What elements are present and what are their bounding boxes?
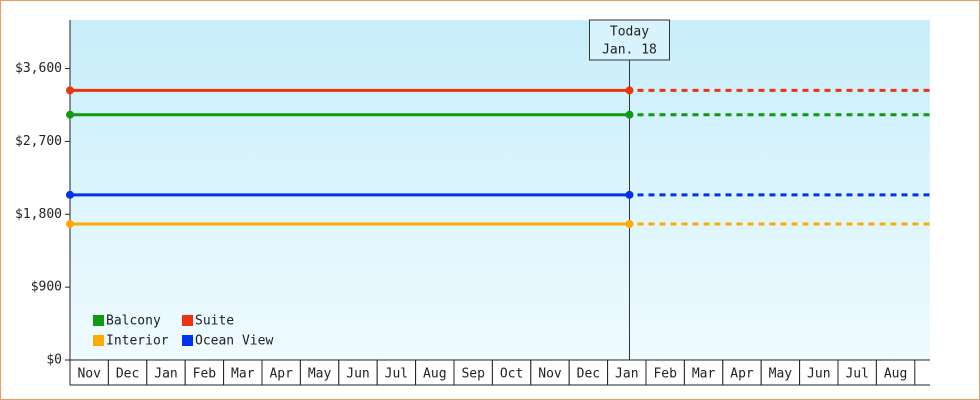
y-tick-label: $2,700 [15,134,62,149]
x-tick-label: Aug [423,367,446,382]
x-tick-label: May [769,367,793,382]
x-tick-label: Jul [845,367,868,382]
x-tick-label: Jul [385,367,408,382]
y-tick-label: $900 [31,280,62,295]
today-label: Today [610,25,649,40]
x-tick-label: Oct [500,367,523,382]
x-tick-label: Mar [692,367,716,382]
x-tick-label: Jan [615,367,638,382]
x-tick-label: Nov [538,367,562,382]
x-tick-label: Jun [807,367,830,382]
x-cell [837,359,877,386]
legend-swatch [182,335,193,346]
legend-swatch [93,315,104,326]
x-tick-label: Aug [884,367,907,382]
x-tick-label: Nov [77,367,101,382]
today-date: Jan. 18 [602,43,657,58]
x-cell [607,359,647,386]
x-tick-label: Apr [730,367,754,382]
x-cell [338,359,378,386]
x-tick-label: Jan [154,367,177,382]
y-tick-label: $0 [46,353,62,368]
x-tick-label: Jun [346,367,369,382]
series-point [66,220,74,228]
legend-label: Ocean View [195,334,273,349]
x-tick-label: Sep [461,367,485,382]
y-tick-label: $3,600 [15,61,62,76]
legend-swatch [93,335,104,346]
x-tick-label: Dec [116,367,139,382]
x-cell [722,359,762,386]
series-point [625,220,634,228]
x-tick-label: May [308,367,332,382]
x-tick-label: Feb [193,367,217,382]
x-tick-label: Feb [653,367,677,382]
x-cell [683,359,724,386]
series-point [66,110,74,119]
legend-label: Balcony [106,314,161,329]
y-tick-label: $1,800 [15,207,62,222]
series-point [66,86,74,95]
plot-area [70,20,930,360]
x-tick-label: Apr [269,367,293,382]
series-point [625,110,634,119]
legend-label: Suite [195,314,234,329]
x-tick-label: Dec [577,367,600,382]
x-tick-label: Mar [231,367,255,382]
x-cell [491,359,532,386]
x-cell [875,359,916,386]
x-cell [760,359,801,386]
legend-swatch [182,315,193,326]
series-point [625,86,634,95]
legend-label: Interior [106,334,169,349]
x-cell [568,359,609,386]
series-point [66,190,74,199]
series-point [625,190,634,199]
today-box [588,19,670,61]
